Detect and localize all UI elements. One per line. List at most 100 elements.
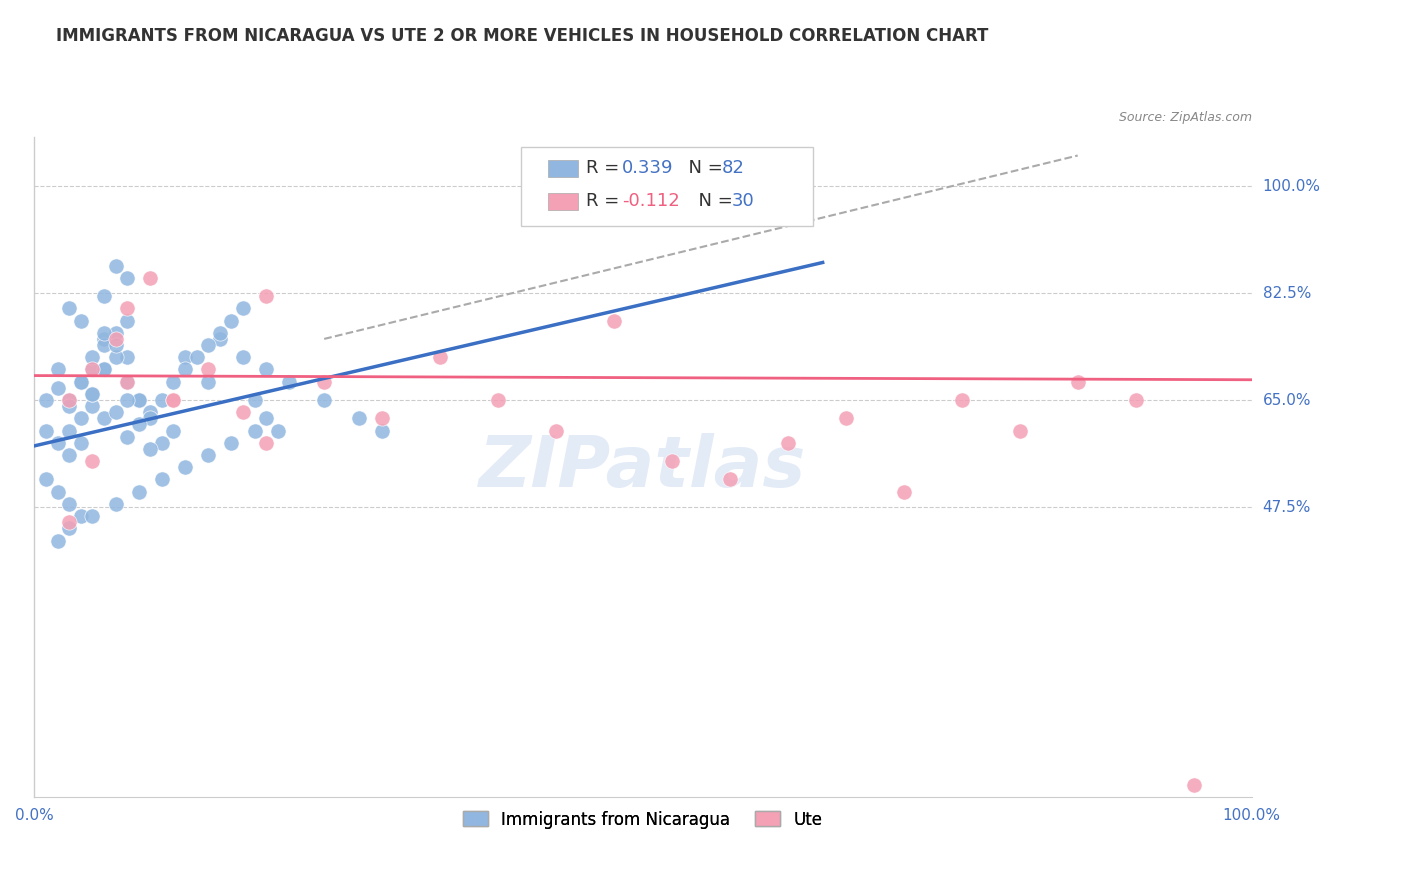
Point [58, 399, 80, 413]
Point [174, 350, 197, 364]
Point [128, 484, 150, 499]
Bar [548, 194, 578, 210]
Point [46, 533, 69, 548]
Point [58, 521, 80, 535]
Point [93, 326, 115, 340]
Text: 82.5%: 82.5% [1263, 285, 1310, 301]
Point [221, 313, 243, 327]
Point [486, 392, 509, 407]
Point [115, 350, 138, 364]
Point [128, 392, 150, 407]
Point [115, 375, 138, 389]
Point [661, 179, 683, 194]
Text: 47.5%: 47.5% [1263, 500, 1310, 515]
Point [69, 435, 91, 450]
Text: 65.0%: 65.0% [1263, 392, 1312, 408]
Text: R =: R = [586, 192, 624, 211]
Point [243, 424, 266, 438]
Point [58, 424, 80, 438]
Point [162, 375, 184, 389]
Point [93, 362, 115, 376]
Point [278, 375, 301, 389]
Point [115, 392, 138, 407]
Point [58, 497, 80, 511]
Point [150, 392, 173, 407]
Point [46, 362, 69, 376]
Point [254, 362, 277, 376]
Point [35, 392, 58, 407]
Point [128, 392, 150, 407]
Point [162, 392, 184, 407]
Point [835, 411, 858, 425]
Text: R =: R = [586, 159, 624, 178]
Point [544, 424, 567, 438]
Point [232, 350, 254, 364]
Point [371, 411, 394, 425]
Point [150, 435, 173, 450]
Point [893, 484, 915, 499]
Point [46, 484, 69, 499]
Point [58, 301, 80, 316]
Point [115, 313, 138, 327]
Point [104, 350, 127, 364]
Point [69, 313, 91, 327]
Point [174, 460, 197, 475]
Point [174, 362, 197, 376]
Point [115, 270, 138, 285]
Point [82, 399, 104, 413]
Point [104, 332, 127, 346]
Point [104, 326, 127, 340]
Point [429, 350, 451, 364]
Point [139, 270, 162, 285]
Point [661, 454, 683, 468]
Point [104, 338, 127, 352]
Point [104, 405, 127, 419]
Point [371, 424, 394, 438]
Text: IMMIGRANTS FROM NICARAGUA VS UTE 2 OR MORE VEHICLES IN HOUSEHOLD CORRELATION CHA: IMMIGRANTS FROM NICARAGUA VS UTE 2 OR MO… [56, 27, 988, 45]
Point [82, 387, 104, 401]
Point [128, 417, 150, 432]
Point [1125, 392, 1147, 407]
Point [208, 332, 231, 346]
Text: N =: N = [678, 159, 728, 178]
Point [1008, 424, 1031, 438]
Point [82, 509, 104, 524]
Point [197, 338, 219, 352]
Point [776, 435, 799, 450]
Point [221, 435, 243, 450]
Point [46, 381, 69, 395]
Point [139, 411, 162, 425]
Point [82, 362, 104, 376]
Point [162, 392, 184, 407]
Point [69, 509, 91, 524]
Text: Source: ZipAtlas.com: Source: ZipAtlas.com [1119, 111, 1251, 124]
Point [93, 362, 115, 376]
Point [82, 387, 104, 401]
Point [35, 424, 58, 438]
FancyBboxPatch shape [522, 147, 814, 227]
Point [232, 405, 254, 419]
Point [35, 473, 58, 487]
Point [186, 350, 208, 364]
Point [139, 405, 162, 419]
Point [197, 362, 219, 376]
Point [254, 411, 277, 425]
Text: -0.112: -0.112 [623, 192, 681, 211]
Point [267, 424, 290, 438]
Point [115, 301, 138, 316]
Point [150, 473, 173, 487]
Point [93, 338, 115, 352]
Text: 100.0%: 100.0% [1263, 178, 1320, 194]
Text: N =: N = [686, 192, 738, 211]
Point [208, 326, 231, 340]
Point [232, 301, 254, 316]
Point [58, 448, 80, 462]
Point [82, 362, 104, 376]
Point [58, 516, 80, 530]
Point [314, 392, 336, 407]
Point [46, 435, 69, 450]
Point [82, 454, 104, 468]
Point [139, 442, 162, 456]
Point [776, 179, 799, 194]
Point [93, 332, 115, 346]
